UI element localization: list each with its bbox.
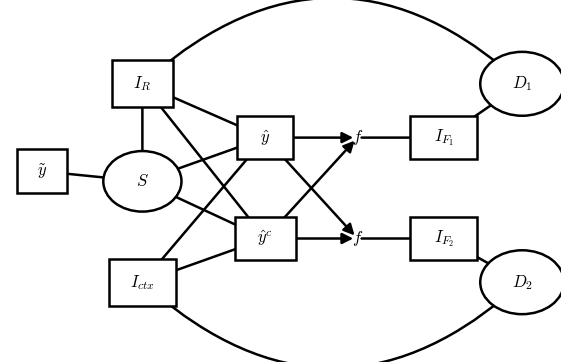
Text: $f$: $f$ bbox=[352, 229, 363, 248]
FancyBboxPatch shape bbox=[109, 259, 176, 306]
Text: $S$: $S$ bbox=[136, 172, 149, 190]
Text: $I_R$: $I_R$ bbox=[133, 74, 152, 93]
FancyBboxPatch shape bbox=[411, 216, 478, 260]
FancyBboxPatch shape bbox=[17, 150, 67, 193]
Text: $I_{ctx}$: $I_{ctx}$ bbox=[130, 273, 155, 292]
Text: $D_1$: $D_1$ bbox=[512, 74, 532, 93]
Ellipse shape bbox=[481, 250, 564, 314]
Ellipse shape bbox=[481, 52, 564, 116]
Text: $f$: $f$ bbox=[352, 128, 363, 147]
Text: $\hat{y}^c$: $\hat{y}^c$ bbox=[257, 228, 273, 248]
Text: $D_2$: $D_2$ bbox=[512, 273, 532, 292]
FancyBboxPatch shape bbox=[237, 116, 293, 160]
Text: $I_{F_2}$: $I_{F_2}$ bbox=[434, 228, 454, 249]
FancyBboxPatch shape bbox=[235, 216, 296, 260]
FancyBboxPatch shape bbox=[411, 116, 478, 160]
Text: $\hat{y}$: $\hat{y}$ bbox=[260, 128, 270, 148]
Text: $I_{F_1}$: $I_{F_1}$ bbox=[434, 127, 454, 148]
Ellipse shape bbox=[103, 151, 182, 212]
Text: $\tilde{y}$: $\tilde{y}$ bbox=[37, 162, 47, 181]
FancyBboxPatch shape bbox=[112, 60, 173, 108]
